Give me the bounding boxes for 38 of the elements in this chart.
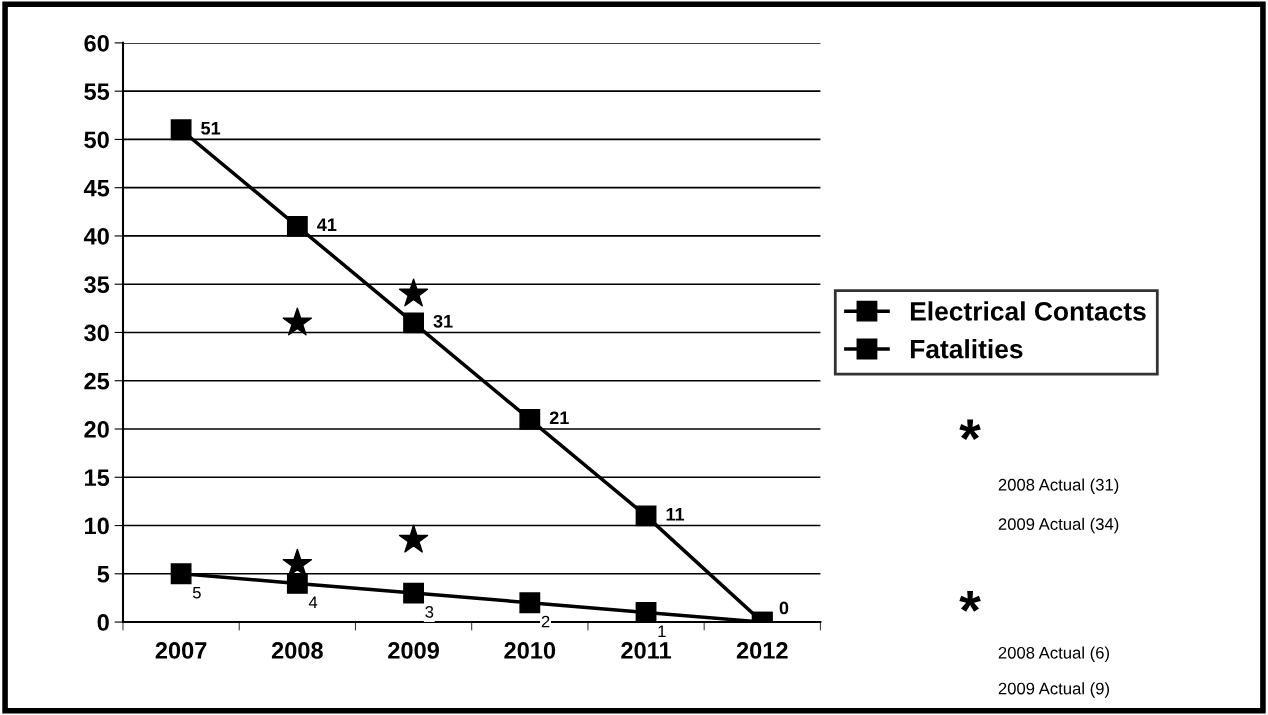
data-label: 3 [425, 606, 434, 618]
y-tick-label: 25 [84, 372, 110, 390]
data-label: 41 [317, 218, 337, 231]
text: 2009 Actual (34) [998, 517, 1119, 534]
data-label: 2 [541, 615, 550, 628]
y-tick-label: 20 [84, 421, 109, 438]
y-tick-label: 55 [84, 83, 110, 100]
x-tick-label: 2011 [621, 642, 671, 659]
data-label: 5 [192, 586, 201, 599]
y-tick-label: 30 [84, 324, 109, 342]
x-tick-label: 2008 [271, 642, 323, 659]
y-tick-label: 15 [85, 469, 110, 487]
y-tick-label: 10 [85, 517, 109, 535]
x-tick-label: 2007 [155, 642, 207, 659]
data-label: 0 [779, 601, 789, 615]
text: 2009 Actual (9) [998, 682, 1109, 698]
text: 2008 Actual (6) [998, 646, 1109, 662]
text: * [959, 419, 981, 441]
x-tick-label: 2010 [504, 642, 556, 659]
y-tick-label: 45 [83, 180, 110, 197]
data-label: 21 [549, 411, 569, 425]
data-label: 31 [433, 314, 453, 328]
y-tick-label: 40 [83, 228, 109, 245]
data-label: 1 [658, 625, 666, 637]
y-tick-label: 0 [97, 614, 109, 631]
text: * [959, 591, 981, 612]
y-tick-label: 35 [84, 276, 110, 294]
y-tick-label: 50 [84, 131, 109, 149]
legend-label: Electrical Contacts [910, 301, 1146, 321]
text: 2008 Actual (31) [998, 478, 1119, 494]
legend-label: Fatalities [910, 339, 1023, 359]
y-tick-label: 5 [97, 566, 110, 583]
y-tick-label: 60 [84, 34, 109, 52]
data-label: 4 [308, 596, 318, 609]
data-label: 11 [666, 508, 685, 521]
x-tick-label: 2009 [388, 642, 439, 659]
x-tick-label: 2012 [736, 642, 788, 659]
data-label: 51 [201, 122, 221, 135]
